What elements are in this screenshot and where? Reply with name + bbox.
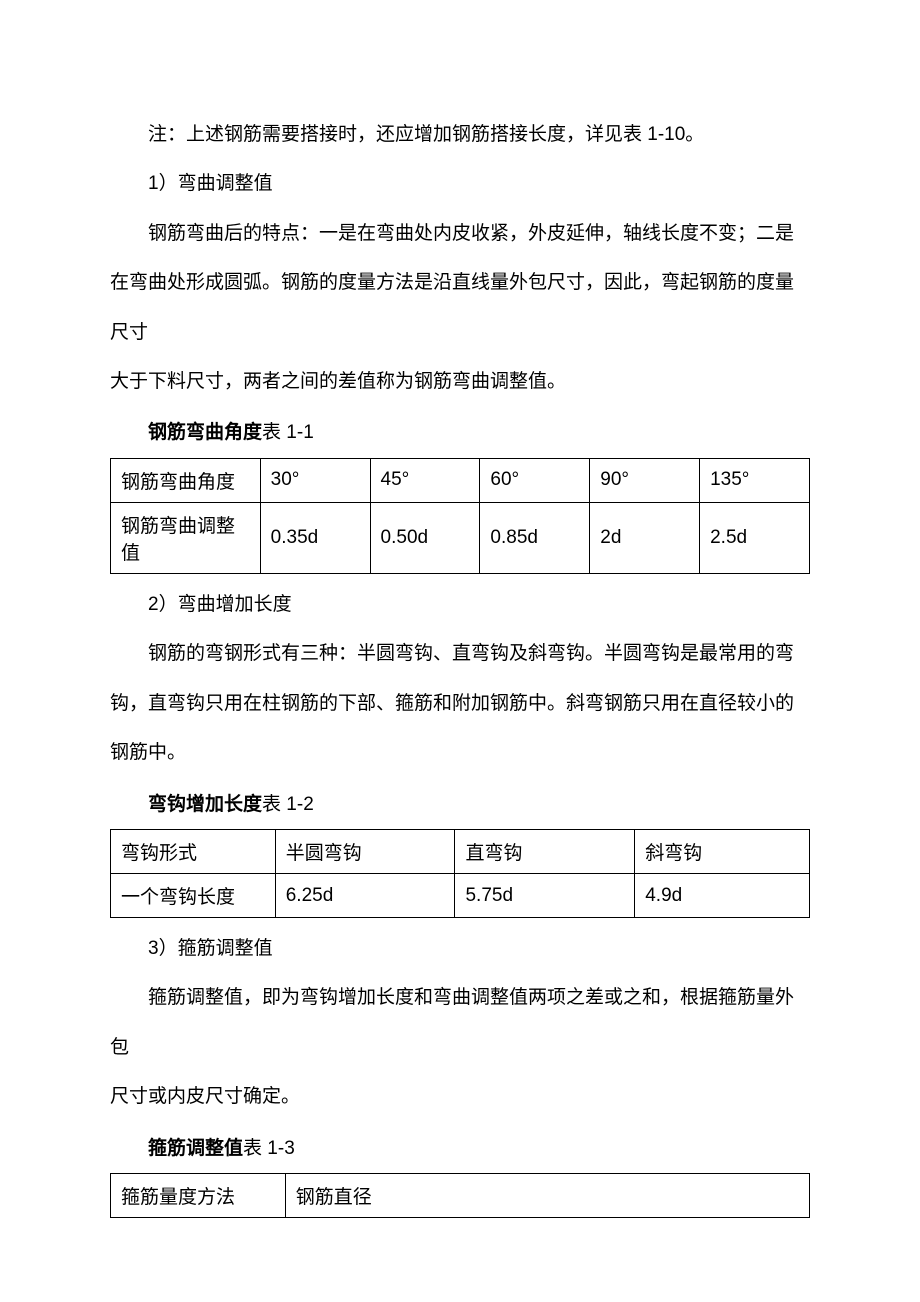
table-3: 箍筋量度方法 钢筋直径 <box>110 1173 810 1218</box>
table-cell: 斜弯钩 <box>635 830 810 874</box>
table-cell: 45° <box>370 458 480 502</box>
section-1-title: 1）弯曲调整值 <box>110 159 810 208</box>
table1-caption-rest: 表 1-1 <box>262 422 314 443</box>
table3-caption-rest: 表 1-3 <box>243 1138 295 1159</box>
table1-caption: 钢筋弯曲角度表 1-1 <box>110 410 810 456</box>
table2-caption: 弯钩增加长度表 1-2 <box>110 782 810 828</box>
table-cell: 2.5d <box>700 502 810 573</box>
table2-caption-rest: 表 1-2 <box>262 794 314 815</box>
table-cell: 0.50d <box>370 502 480 573</box>
table-row: 钢筋弯曲角度 30° 45° 60° 90° 135° <box>111 458 810 502</box>
table-cell: 钢筋弯曲角度 <box>111 458 261 502</box>
section-2-title: 2）弯曲增加长度 <box>110 580 810 629</box>
table2-caption-bold: 弯钩增加长度 <box>148 794 262 815</box>
table-cell: 直弯钩 <box>455 830 635 874</box>
section-2-body-1: 钢筋的弯钢形式有三种：半圆弯钩、直弯钩及斜弯钩。半圆弯钩是最常用的弯钩，直弯钩只… <box>110 629 810 777</box>
table-cell: 弯钩形式 <box>111 830 276 874</box>
table3-caption: 箍筋调整值表 1-3 <box>110 1126 810 1172</box>
table1-caption-bold: 钢筋弯曲角度 <box>148 422 262 443</box>
table-cell: 半圆弯钩 <box>275 830 455 874</box>
table-cell: 30° <box>260 458 370 502</box>
table-cell: 箍筋量度方法 <box>111 1174 286 1218</box>
table-cell: 4.9d <box>635 874 810 918</box>
section-3-body-2: 尺寸或内皮尺寸确定。 <box>110 1072 810 1121</box>
table-row: 钢筋弯曲调整值 0.35d 0.50d 0.85d 2d 2.5d <box>111 502 810 573</box>
section-3-body-1: 箍筋调整值，即为弯钩增加长度和弯曲调整值两项之差或之和，根据箍筋量外包 <box>110 973 810 1072</box>
table-cell: 135° <box>700 458 810 502</box>
table-row: 一个弯钩长度 6.25d 5.75d 4.9d <box>111 874 810 918</box>
section-3-title: 3）箍筋调整值 <box>110 924 810 973</box>
table-cell: 0.35d <box>260 502 370 573</box>
table-cell: 6.25d <box>275 874 455 918</box>
section-1-body-1: 钢筋弯曲后的特点：一是在弯曲处内皮收紧，外皮延伸，轴线长度不变；二是在弯曲处形成… <box>110 209 810 357</box>
table-cell: 0.85d <box>480 502 590 573</box>
note-paragraph: 注：上述钢筋需要搭接时，还应增加钢筋搭接长度，详见表 1-10。 <box>110 110 810 159</box>
table-cell: 5.75d <box>455 874 635 918</box>
table-cell: 一个弯钩长度 <box>111 874 276 918</box>
table3-caption-bold: 箍筋调整值 <box>148 1138 243 1159</box>
table-cell: 90° <box>590 458 700 502</box>
table-1: 钢筋弯曲角度 30° 45° 60° 90° 135° 钢筋弯曲调整值 0.35… <box>110 458 810 574</box>
table-2: 弯钩形式 半圆弯钩 直弯钩 斜弯钩 一个弯钩长度 6.25d 5.75d 4.9… <box>110 829 810 918</box>
table-row: 弯钩形式 半圆弯钩 直弯钩 斜弯钩 <box>111 830 810 874</box>
table-cell: 2d <box>590 502 700 573</box>
table-cell: 60° <box>480 458 590 502</box>
table-cell: 钢筋直径 <box>285 1174 809 1218</box>
section-1-body-2: 大于下料尺寸，两者之间的差值称为钢筋弯曲调整值。 <box>110 357 810 406</box>
table-cell: 钢筋弯曲调整值 <box>111 502 261 573</box>
table-row: 箍筋量度方法 钢筋直径 <box>111 1174 810 1218</box>
